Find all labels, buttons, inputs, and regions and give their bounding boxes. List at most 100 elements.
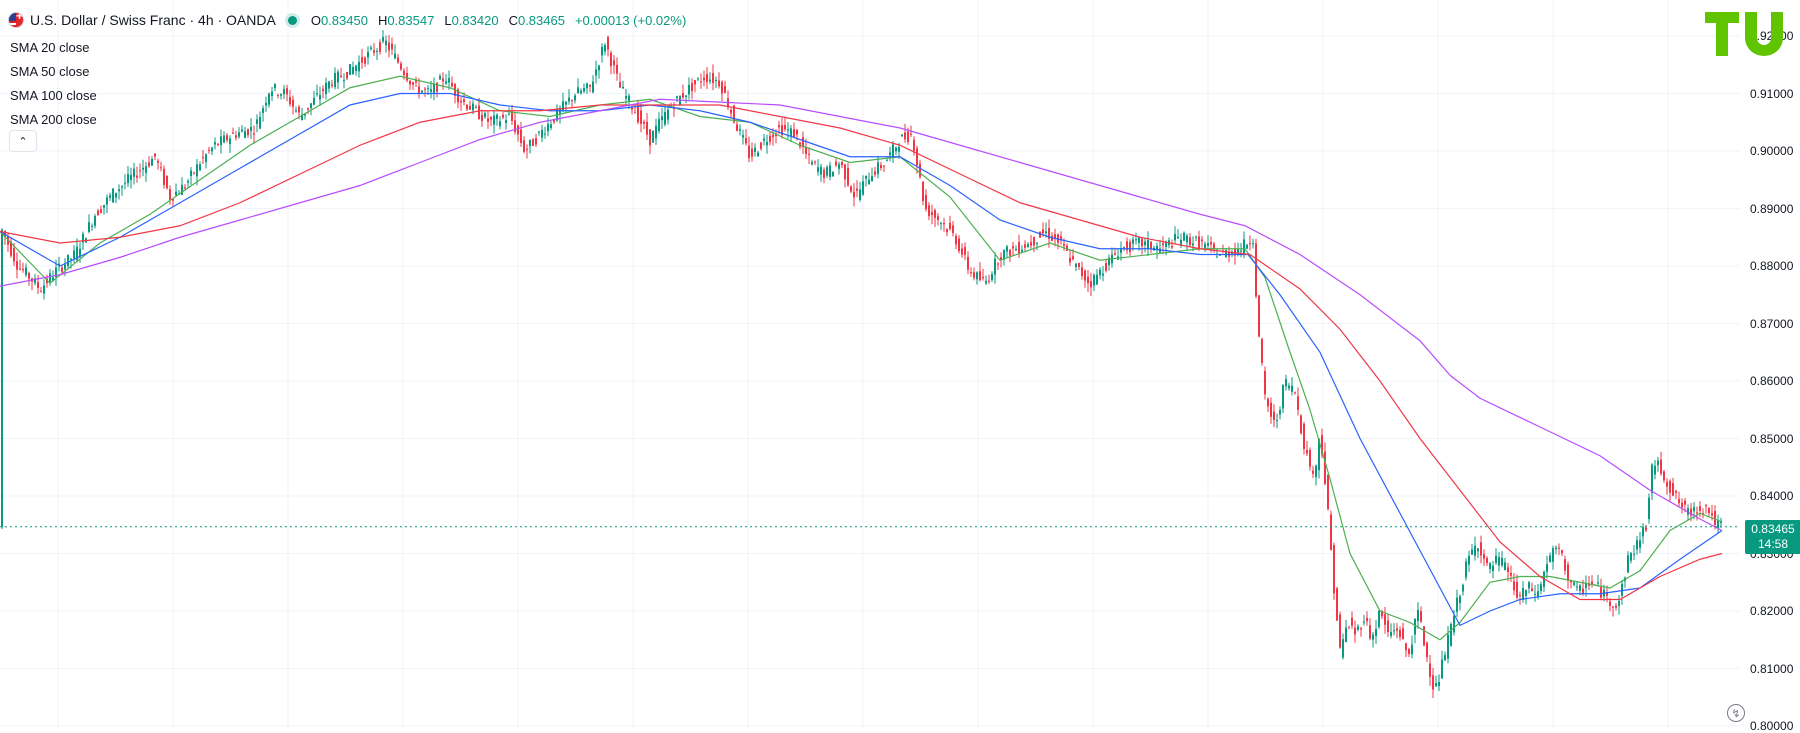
candle-body xyxy=(340,75,342,77)
candle-body xyxy=(409,80,411,85)
candle-body xyxy=(598,65,600,71)
candle-body xyxy=(616,64,618,74)
candle-body xyxy=(742,135,744,138)
price-chart[interactable] xyxy=(0,0,1740,728)
candle-body xyxy=(1180,239,1182,245)
candle-body xyxy=(1471,549,1473,555)
candle-body xyxy=(1378,610,1380,627)
candle-body xyxy=(577,87,579,94)
candle-body xyxy=(1504,562,1506,571)
candle-body xyxy=(793,129,795,138)
candle-body xyxy=(1081,267,1083,277)
y-tick-label: 0.90000 xyxy=(1750,144,1794,158)
candle-body xyxy=(1063,244,1065,246)
price-axis[interactable]: 0.920000.910000.900000.890000.880000.870… xyxy=(1740,0,1800,733)
candle-body xyxy=(796,129,798,135)
candle-body xyxy=(880,164,882,169)
candle-body xyxy=(1126,241,1128,251)
candle-body xyxy=(574,95,576,101)
y-tick-label: 0.81000 xyxy=(1750,661,1794,676)
collapse-indicators-button[interactable]: ⌃ xyxy=(9,130,37,152)
candle-body xyxy=(1585,584,1587,588)
candle-body xyxy=(1546,564,1548,572)
candle-body xyxy=(82,233,84,243)
candle-body xyxy=(1012,246,1014,249)
candle-body xyxy=(1336,588,1338,621)
candle-body xyxy=(802,137,804,148)
candle-body xyxy=(1381,611,1383,617)
candle-body xyxy=(34,278,36,284)
candle-body xyxy=(985,280,987,284)
candle-body xyxy=(1396,628,1398,631)
candle-body xyxy=(1351,617,1353,626)
candle-body xyxy=(595,69,597,76)
candle-body xyxy=(205,154,207,162)
candle-body xyxy=(463,99,465,103)
candle-body xyxy=(913,139,915,151)
candle-body xyxy=(565,101,567,105)
indicator-sma-200[interactable]: SMA 200 close xyxy=(10,112,97,127)
candle-body xyxy=(1015,248,1017,251)
candle-body xyxy=(1447,634,1449,659)
candle-body xyxy=(1318,438,1320,471)
candle-body xyxy=(1060,236,1062,240)
market-status-icon[interactable] xyxy=(287,15,297,25)
candle-body xyxy=(199,164,201,170)
candle-body xyxy=(844,164,846,180)
candle-body xyxy=(538,131,540,133)
candle-body xyxy=(1237,249,1239,253)
candle-body xyxy=(808,154,810,156)
candle-body xyxy=(517,125,519,135)
candle-body xyxy=(271,91,273,97)
indicator-sma-20[interactable]: SMA 20 close xyxy=(10,40,90,55)
candle-body xyxy=(520,129,522,144)
candle-body xyxy=(1573,582,1575,585)
candle-body xyxy=(1330,514,1332,550)
candle-body xyxy=(898,146,900,152)
candle-body xyxy=(217,143,219,145)
candle-body xyxy=(883,165,885,167)
candle-body xyxy=(970,272,972,274)
candle-body xyxy=(571,100,573,102)
candle-body xyxy=(1567,564,1569,581)
candle-body xyxy=(25,267,27,275)
candle-body xyxy=(862,181,864,195)
candle-body xyxy=(265,102,267,106)
chart-header: U.S. Dollar / Swiss Franc · 4h · OANDA O… xyxy=(8,10,686,30)
candle-body xyxy=(157,160,159,163)
candle-body xyxy=(1249,243,1251,245)
candle-body xyxy=(997,263,999,265)
indicator-sma-100[interactable]: SMA 100 close xyxy=(10,88,97,103)
candle-body xyxy=(832,171,834,177)
candle-body xyxy=(1024,244,1026,248)
candle-body xyxy=(1531,588,1533,592)
candle-body xyxy=(1483,554,1485,559)
candle-body xyxy=(259,116,261,129)
candle-body xyxy=(349,64,351,75)
indicator-sma-50[interactable]: SMA 50 close xyxy=(10,64,90,79)
candle-body xyxy=(1507,567,1509,573)
lightning-icon[interactable]: ↯ xyxy=(1727,704,1745,722)
candle-body xyxy=(811,162,813,165)
candle-body xyxy=(1204,243,1206,249)
candle-body xyxy=(1087,276,1089,283)
candle-body xyxy=(1243,239,1245,253)
candle-body xyxy=(763,138,765,141)
candle-body xyxy=(1045,231,1047,234)
candle-body xyxy=(1717,520,1719,528)
candle-body xyxy=(106,197,108,205)
candle-body xyxy=(385,40,387,46)
candle-body xyxy=(682,93,684,98)
candle-body xyxy=(1282,384,1284,409)
candle-body xyxy=(748,145,750,158)
candle-body xyxy=(931,212,933,216)
candle-body xyxy=(1495,555,1497,563)
candle-body xyxy=(262,108,264,113)
candle-body xyxy=(1465,561,1467,578)
symbol-title[interactable]: U.S. Dollar / Swiss Franc · 4h · OANDA xyxy=(30,12,276,28)
candle-body xyxy=(1549,555,1551,563)
candle-body xyxy=(1294,392,1296,394)
candle-body xyxy=(895,147,897,152)
candle-body xyxy=(859,189,861,200)
candle-body xyxy=(148,162,150,167)
